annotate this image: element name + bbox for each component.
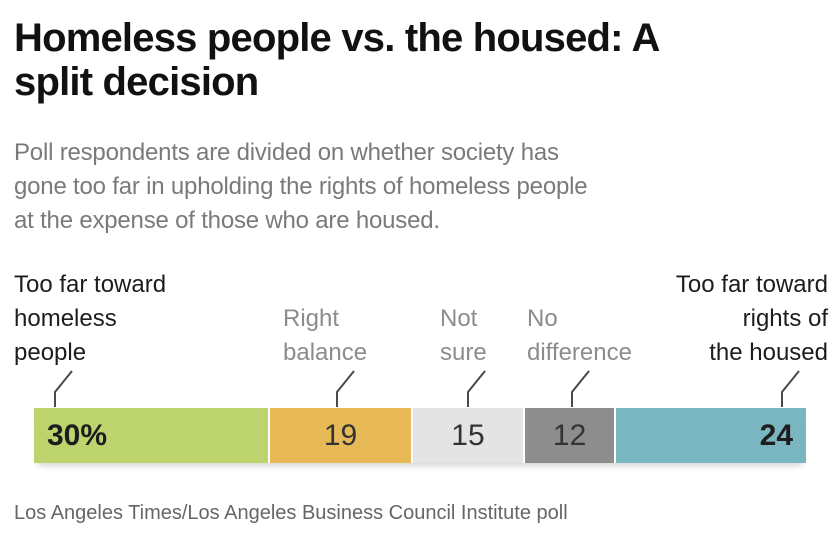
category-label-too-far-housed: Too far toward rights of the housed	[675, 271, 828, 366]
bar-value: 24	[759, 418, 794, 452]
bar-value: 15	[451, 418, 485, 452]
category-label-right-balance: Right balance	[283, 305, 368, 366]
bar-segment-not-sure: 15	[412, 408, 526, 463]
subtitle: Poll respondents are divided on whether …	[14, 136, 588, 238]
bar-value: 12	[552, 418, 587, 452]
leader-line-right-balance	[336, 370, 355, 407]
bar-segment-too-far-housed: 24	[615, 408, 807, 463]
title-line-1: Homeless people vs. the housed: A	[14, 16, 660, 60]
bar-value: 30%	[47, 418, 108, 452]
category-label-no-difference: No difference	[527, 305, 632, 366]
leader-line-no-difference	[571, 370, 590, 407]
leader-line-not-sure	[467, 370, 486, 407]
subtitle-line: gone too far in upholding the rights of …	[14, 173, 588, 200]
source-line: Los Angeles Times/Los Angeles Business C…	[14, 502, 568, 524]
bar-segment-too-far-homeless: 30%	[34, 408, 271, 463]
bar-segment-no-difference: 12	[525, 408, 616, 463]
category-label-not-sure: Not sure	[440, 305, 487, 366]
page-title: Homeless people vs. the housed: A split …	[14, 16, 660, 104]
subtitle-line: Poll respondents are divided on whether …	[14, 139, 559, 166]
leader-line-too-far-housed	[781, 370, 800, 407]
category-label-too-far-homeless: Too far toward homeless people	[14, 271, 167, 366]
subtitle-line: at the expense of those who are housed.	[14, 207, 440, 234]
bar-value: 19	[323, 418, 358, 452]
bar-segment-right-balance: 19	[270, 408, 413, 463]
stacked-bar: 30% 19 15 12 24	[34, 408, 807, 463]
title-line-2: split decision	[14, 60, 259, 104]
leader-line-too-far-homeless	[54, 370, 73, 407]
